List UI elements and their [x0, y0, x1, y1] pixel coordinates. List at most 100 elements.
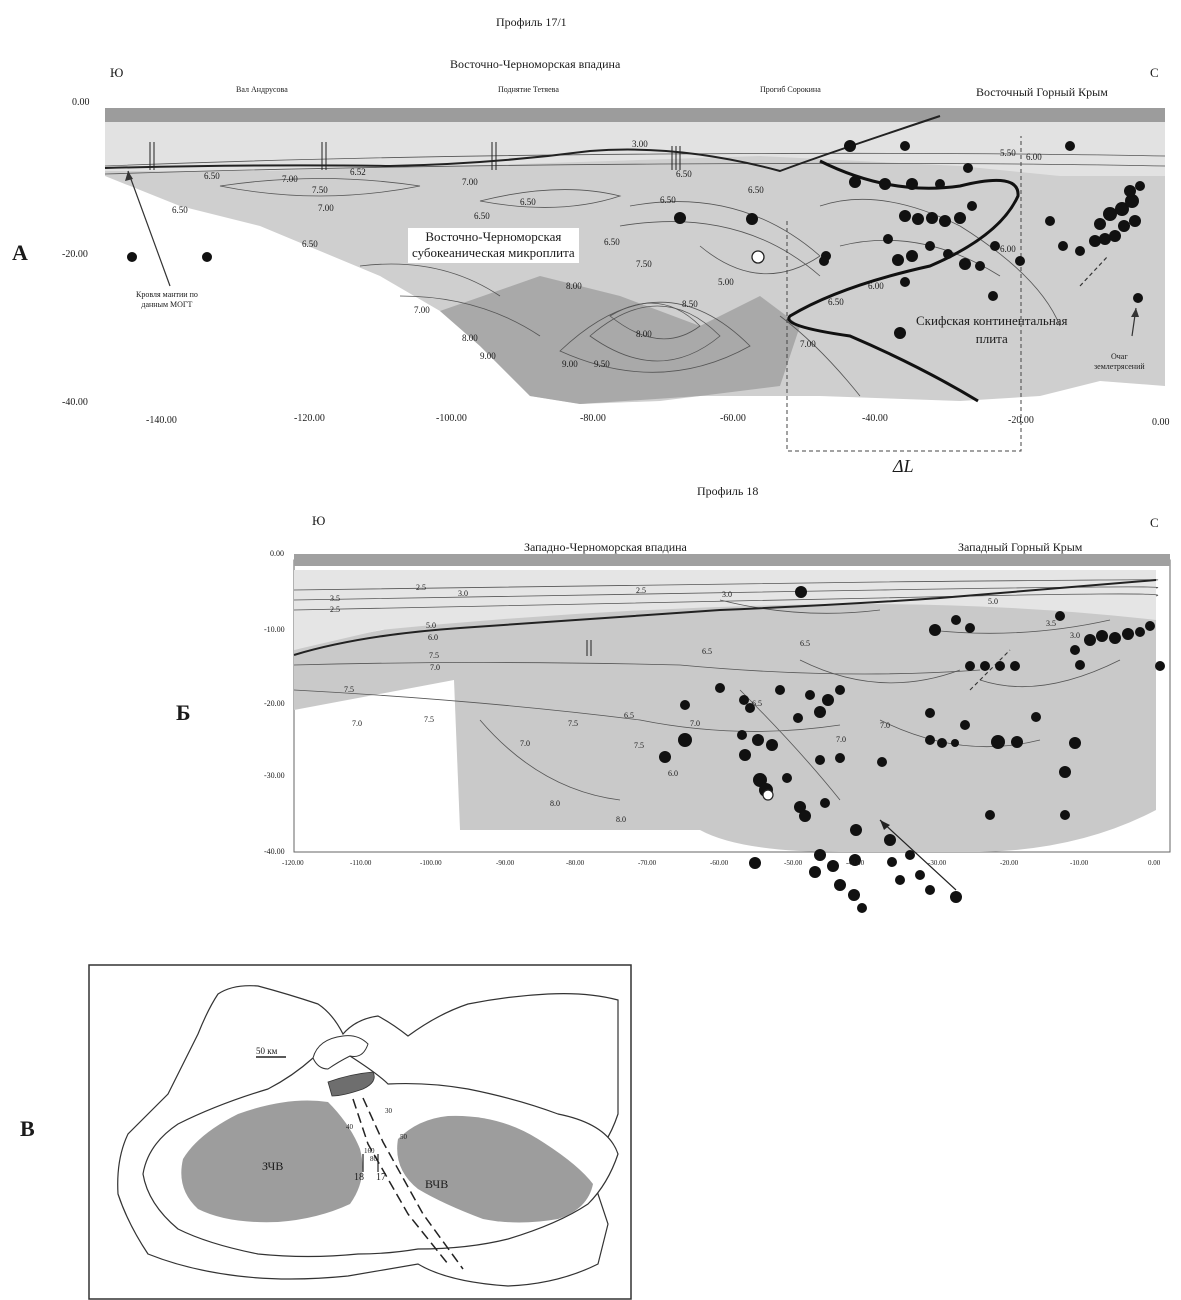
b-xtick: -50.00: [784, 859, 803, 867]
panel-b-south-label: Ю: [312, 513, 326, 528]
profile-number-18: 18: [354, 1172, 364, 1183]
a-contour-label: 6.00: [1000, 244, 1016, 254]
a-contour-label: 8.00: [462, 333, 478, 343]
panel-a-north-label: С: [1150, 65, 1159, 80]
b-xtick: -40.00: [846, 859, 865, 867]
a-contour-label: 9.00: [562, 359, 578, 369]
a-contour-label: 6.50: [172, 205, 188, 215]
east-basin-label: ВЧВ: [425, 1177, 449, 1191]
a-contour-label: 7.00: [414, 305, 430, 315]
b-contour-label: 5.0: [426, 621, 436, 630]
a-xtick-80: -80.00: [580, 413, 606, 424]
b-xtick: -100.00: [420, 859, 442, 867]
contours-b: [293, 579, 1159, 801]
b-xtick: -70.00: [638, 859, 657, 867]
a-contour-label: 6.00: [1026, 152, 1042, 162]
b-contour-label: 7.0: [880, 721, 890, 730]
east-basin-title: Восточно-Черноморская впадина: [450, 57, 621, 71]
a-contour-label: 6.50: [204, 171, 220, 181]
b-contour-label: 6.5: [800, 639, 810, 648]
a-contour-label: 7.00: [282, 174, 298, 184]
b-xtick: -80.00: [566, 859, 585, 867]
west-basin-title: Западно-Черноморская впадина: [524, 540, 687, 554]
b-contour-label: 5.0: [988, 597, 998, 606]
b-contour-label: 3.0: [1070, 631, 1080, 640]
a-xtick-0: 0.00: [1152, 417, 1170, 428]
hypocenter-note-line1: Очаг: [1111, 352, 1128, 361]
b-xtick: -60.00: [710, 859, 729, 867]
panel-c-letter: В: [20, 1116, 35, 1141]
b-ytick-40: -40.00: [264, 847, 285, 856]
mantle-note: Кровля мантии по данным МОГТ: [136, 290, 198, 311]
moho-line-b: [293, 579, 1157, 656]
mantle-note-line2: данным МОГТ: [141, 300, 193, 310]
a-ytick-0: 0.00: [72, 97, 90, 108]
moho-line-a: [104, 115, 941, 173]
a-contour-label: 9.50: [594, 359, 610, 369]
b-contour-label: 2.5: [416, 583, 426, 592]
delta-l-box: [786, 136, 1022, 452]
b-ytick-20: -20.00: [264, 699, 285, 708]
b-contour-label: 7.0: [690, 719, 700, 728]
a-contour-label: 9.00: [480, 351, 496, 361]
a-xtick-120: -120.00: [294, 413, 325, 424]
b-xtick: 0.00: [1148, 859, 1161, 867]
b-contour-label: 6.5: [624, 711, 634, 720]
black-sea-map: [88, 964, 632, 1300]
b-ytick-10: -10.00: [264, 625, 285, 634]
b-contour-label: 6.5: [752, 699, 762, 708]
panel-b-letter: Б: [176, 700, 191, 725]
b-contour-label: 2.5: [330, 605, 340, 614]
profile-18-title: Профиль 18: [697, 484, 759, 498]
b-contour-label: 7.5: [424, 715, 434, 724]
mountain-crimea: [327, 1071, 375, 1097]
b-xtick: -110.00: [350, 859, 372, 867]
b-contour-label: 8.0: [616, 815, 626, 824]
a-contour-label: 7.50: [312, 185, 328, 195]
a-xtick-20: -20.00: [1008, 415, 1034, 426]
profile-number-17: 17: [376, 1172, 386, 1183]
a-xtick-60: -60.00: [720, 413, 746, 424]
hypocenter-note-line2: землетрясений: [1094, 362, 1145, 372]
panel-b-north-label: С: [1150, 515, 1159, 530]
feature-label-sorokin: Прогиб Сорокина: [760, 85, 821, 94]
a-contour-label: 6.50: [828, 297, 844, 307]
profile-line-18: [352, 1098, 449, 1265]
map-small-label: 30: [385, 1107, 392, 1115]
b-contour-label: 2.5: [636, 586, 646, 595]
a-contour-label: 7.50: [636, 259, 652, 269]
scythian-label: Скифская континентальная плита: [916, 312, 1068, 347]
a-contour-label: 8.00: [636, 329, 652, 339]
b-contour-label: 7.0: [352, 719, 362, 728]
profile-17-title: Профиль 17/1: [496, 15, 567, 29]
crimea: [312, 1035, 369, 1070]
a-contour-label: 7.00: [800, 339, 816, 349]
b-contour-label: 7.0: [836, 735, 846, 744]
b-xtick: -30.00: [928, 859, 947, 867]
b-contour-label: 6.5: [702, 647, 712, 656]
b-contour-label: 7.5: [634, 741, 644, 750]
profile-18-section: [293, 554, 1171, 913]
a-contour-label: 6.50: [302, 239, 318, 249]
a-contour-label: 6.50: [660, 195, 676, 205]
a-contour-label: 6.50: [474, 211, 490, 221]
microplate-label-line2: субокеаническая микроплита: [412, 245, 575, 261]
map-small-label: 160: [364, 1147, 375, 1155]
boreholes-a: [149, 142, 681, 170]
b-xtick: -20.00: [1000, 859, 1019, 867]
b-contour-label: 7.0: [520, 739, 530, 748]
b-contour-label: 3.0: [458, 589, 468, 598]
hypocenter-note: Очаг землетрясений: [1094, 352, 1145, 373]
b-contour-label: 3.5: [1046, 619, 1056, 628]
feature-label-andrusov: Вал Андрусова: [236, 85, 288, 94]
earthquake-points-a: [127, 140, 1145, 339]
map-small-label: 80: [370, 1155, 377, 1163]
sea-bar-b: [294, 554, 1170, 566]
b-contour-label: 3.0: [722, 590, 732, 599]
section-body-b: [294, 602, 1156, 852]
mantle-arrow: [127, 170, 171, 287]
a-contour-label: 6.50: [676, 169, 692, 179]
east-basin: [397, 1115, 593, 1223]
feature-label-tetyaev: Поднятие Тетяева: [498, 85, 559, 94]
b-ytick-0: 0.00: [270, 549, 284, 558]
